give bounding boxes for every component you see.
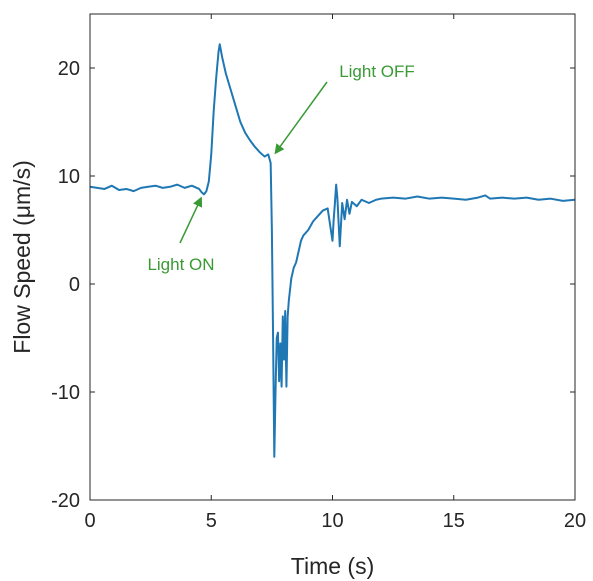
light-off-arrow [274,81,328,155]
x-tick-label: 20 [564,510,586,532]
x-tick-label: 15 [443,510,465,532]
y-tick-label: 0 [69,274,80,296]
y-tick-label: -10 [51,382,80,404]
light-on-arrow [179,196,203,244]
y-tick-label: 10 [58,166,80,188]
flow-speed-series-line [89,43,576,458]
light-off-label: Light OFF [339,62,415,81]
light-on-label: Light ON [147,255,214,274]
x-tick-label: 0 [84,510,95,532]
x-axis-title: Time (s) [291,553,374,579]
x-tick-label: 10 [321,510,343,532]
y-tick-label: -20 [51,490,80,512]
y-tick-label: 20 [58,58,80,80]
y-axis-title: Flow Speed (μm/s) [9,160,35,353]
x-tick-label: 5 [206,510,217,532]
